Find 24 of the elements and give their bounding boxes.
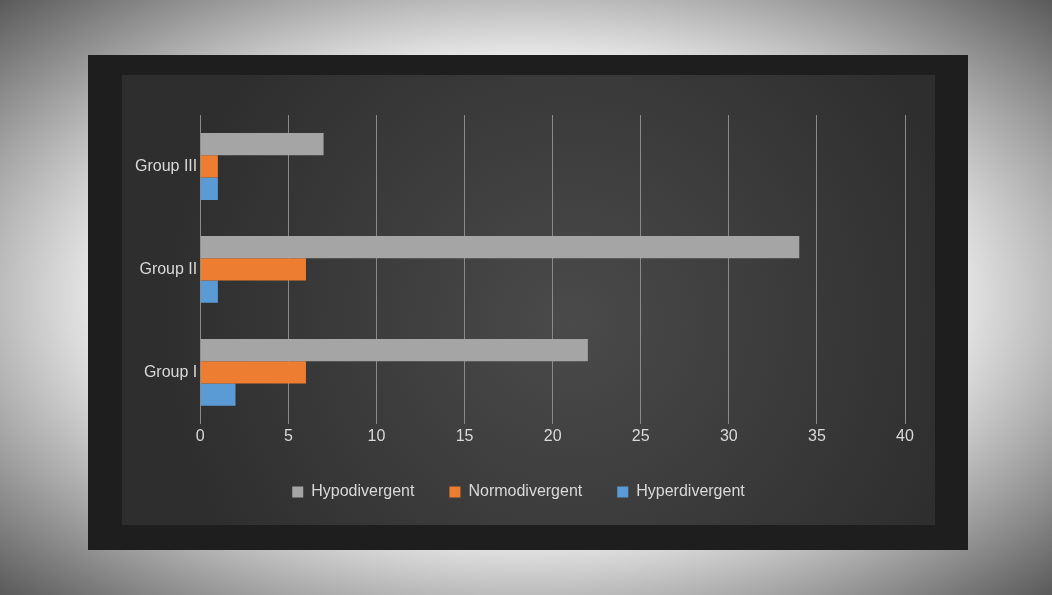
x-tick-label: 15 [455, 426, 474, 444]
legend-label: Normodivergent [468, 482, 583, 500]
y-tick-label: Group I [143, 362, 198, 380]
bar [200, 383, 236, 406]
x-tick-label: 40 [896, 426, 914, 444]
legend-label: Hyperdivergent [636, 482, 746, 500]
bar [200, 280, 218, 303]
bar [200, 361, 306, 384]
x-tick-label: 5 [283, 426, 293, 444]
x-tick-label: 20 [543, 426, 562, 444]
bar [200, 133, 324, 156]
x-tick-label: 0 [195, 426, 205, 444]
x-tick-label: 30 [719, 426, 738, 444]
x-tick-label: 35 [808, 426, 826, 444]
bar [200, 177, 218, 200]
bar [200, 235, 800, 259]
x-tick-label: 25 [631, 426, 650, 444]
x-tick-label: 10 [367, 426, 386, 444]
legend-label: Hypodivergent [311, 482, 415, 500]
bar [200, 155, 218, 178]
bar [200, 338, 588, 362]
bar [200, 258, 306, 281]
y-tick-label: Group III [135, 156, 198, 174]
y-tick-label: Group II [139, 259, 198, 277]
